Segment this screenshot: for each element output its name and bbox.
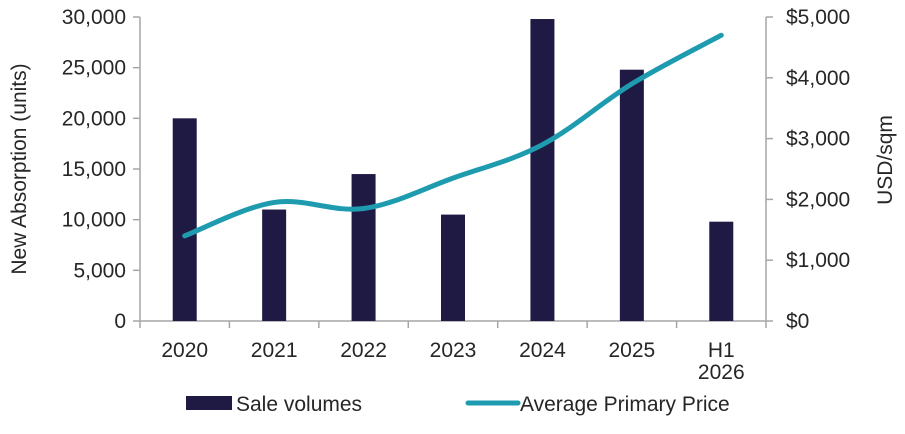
x-axis-tick-label: 2024 (519, 339, 566, 362)
x-axis-tick-label: 2022 (340, 339, 387, 362)
bar (172, 118, 197, 321)
left-axis-tick-labels: 0 5,000 10,000 15,000 20,000 25,000 30,000 (62, 6, 126, 333)
bar (619, 69, 644, 322)
price-line (182, 32, 724, 239)
x-axis-tick-label: 2021 (251, 339, 298, 362)
bar (441, 214, 465, 321)
legend: Sale volumes Average Primary Price (186, 393, 730, 416)
right-axis-title: USD/sqm (874, 115, 897, 205)
x-axis-tick-label: 2020 (161, 339, 208, 362)
right-axis-tick-label: $4,000 (786, 67, 850, 90)
bar (530, 19, 555, 321)
legend-label-average-primary-price: Average Primary Price (520, 393, 730, 416)
bar (262, 209, 287, 321)
left-axis-title: New Absorption (units) (8, 63, 31, 274)
line-series-average-primary-price (182, 32, 724, 239)
right-axis-tick-label: $0 (786, 310, 809, 333)
bar (709, 221, 734, 321)
left-axis-tick-label: 25,000 (62, 57, 126, 80)
bar-series-sale-volumes (172, 19, 734, 322)
left-axis-tick-label: 0 (114, 310, 126, 333)
left-axis-tick-label: 10,000 (62, 209, 126, 232)
x-axis-tick-label: H1 2026 (698, 339, 745, 384)
legend-label-sale-volumes: Sale volumes (236, 393, 362, 416)
legend-swatch-sale-volumes (186, 396, 232, 410)
left-axis-tick-label: 20,000 (62, 107, 126, 130)
left-axis-tick-label: 30,000 (62, 6, 126, 29)
x-axis-tick-label: 2023 (430, 339, 477, 362)
right-axis-tick-labels: $0 $1,000 $2,000 $3,000 $4,000 $5,000 (786, 6, 850, 333)
left-axis-tick-label: 15,000 (62, 158, 126, 181)
right-axis-tick-label: $1,000 (786, 249, 850, 272)
left-axis-tick-label: 5,000 (73, 259, 126, 282)
right-axis-tick-label: $3,000 (786, 128, 850, 151)
right-axis-tick-label: $5,000 (786, 6, 850, 29)
right-axis-tick-label: $2,000 (786, 188, 850, 211)
x-axis-tick-label: 2025 (608, 339, 655, 362)
bar (351, 174, 376, 321)
x-axis-tick-labels: 2020 2021 2022 2023 2024 2025 H1 2026 (161, 339, 744, 384)
